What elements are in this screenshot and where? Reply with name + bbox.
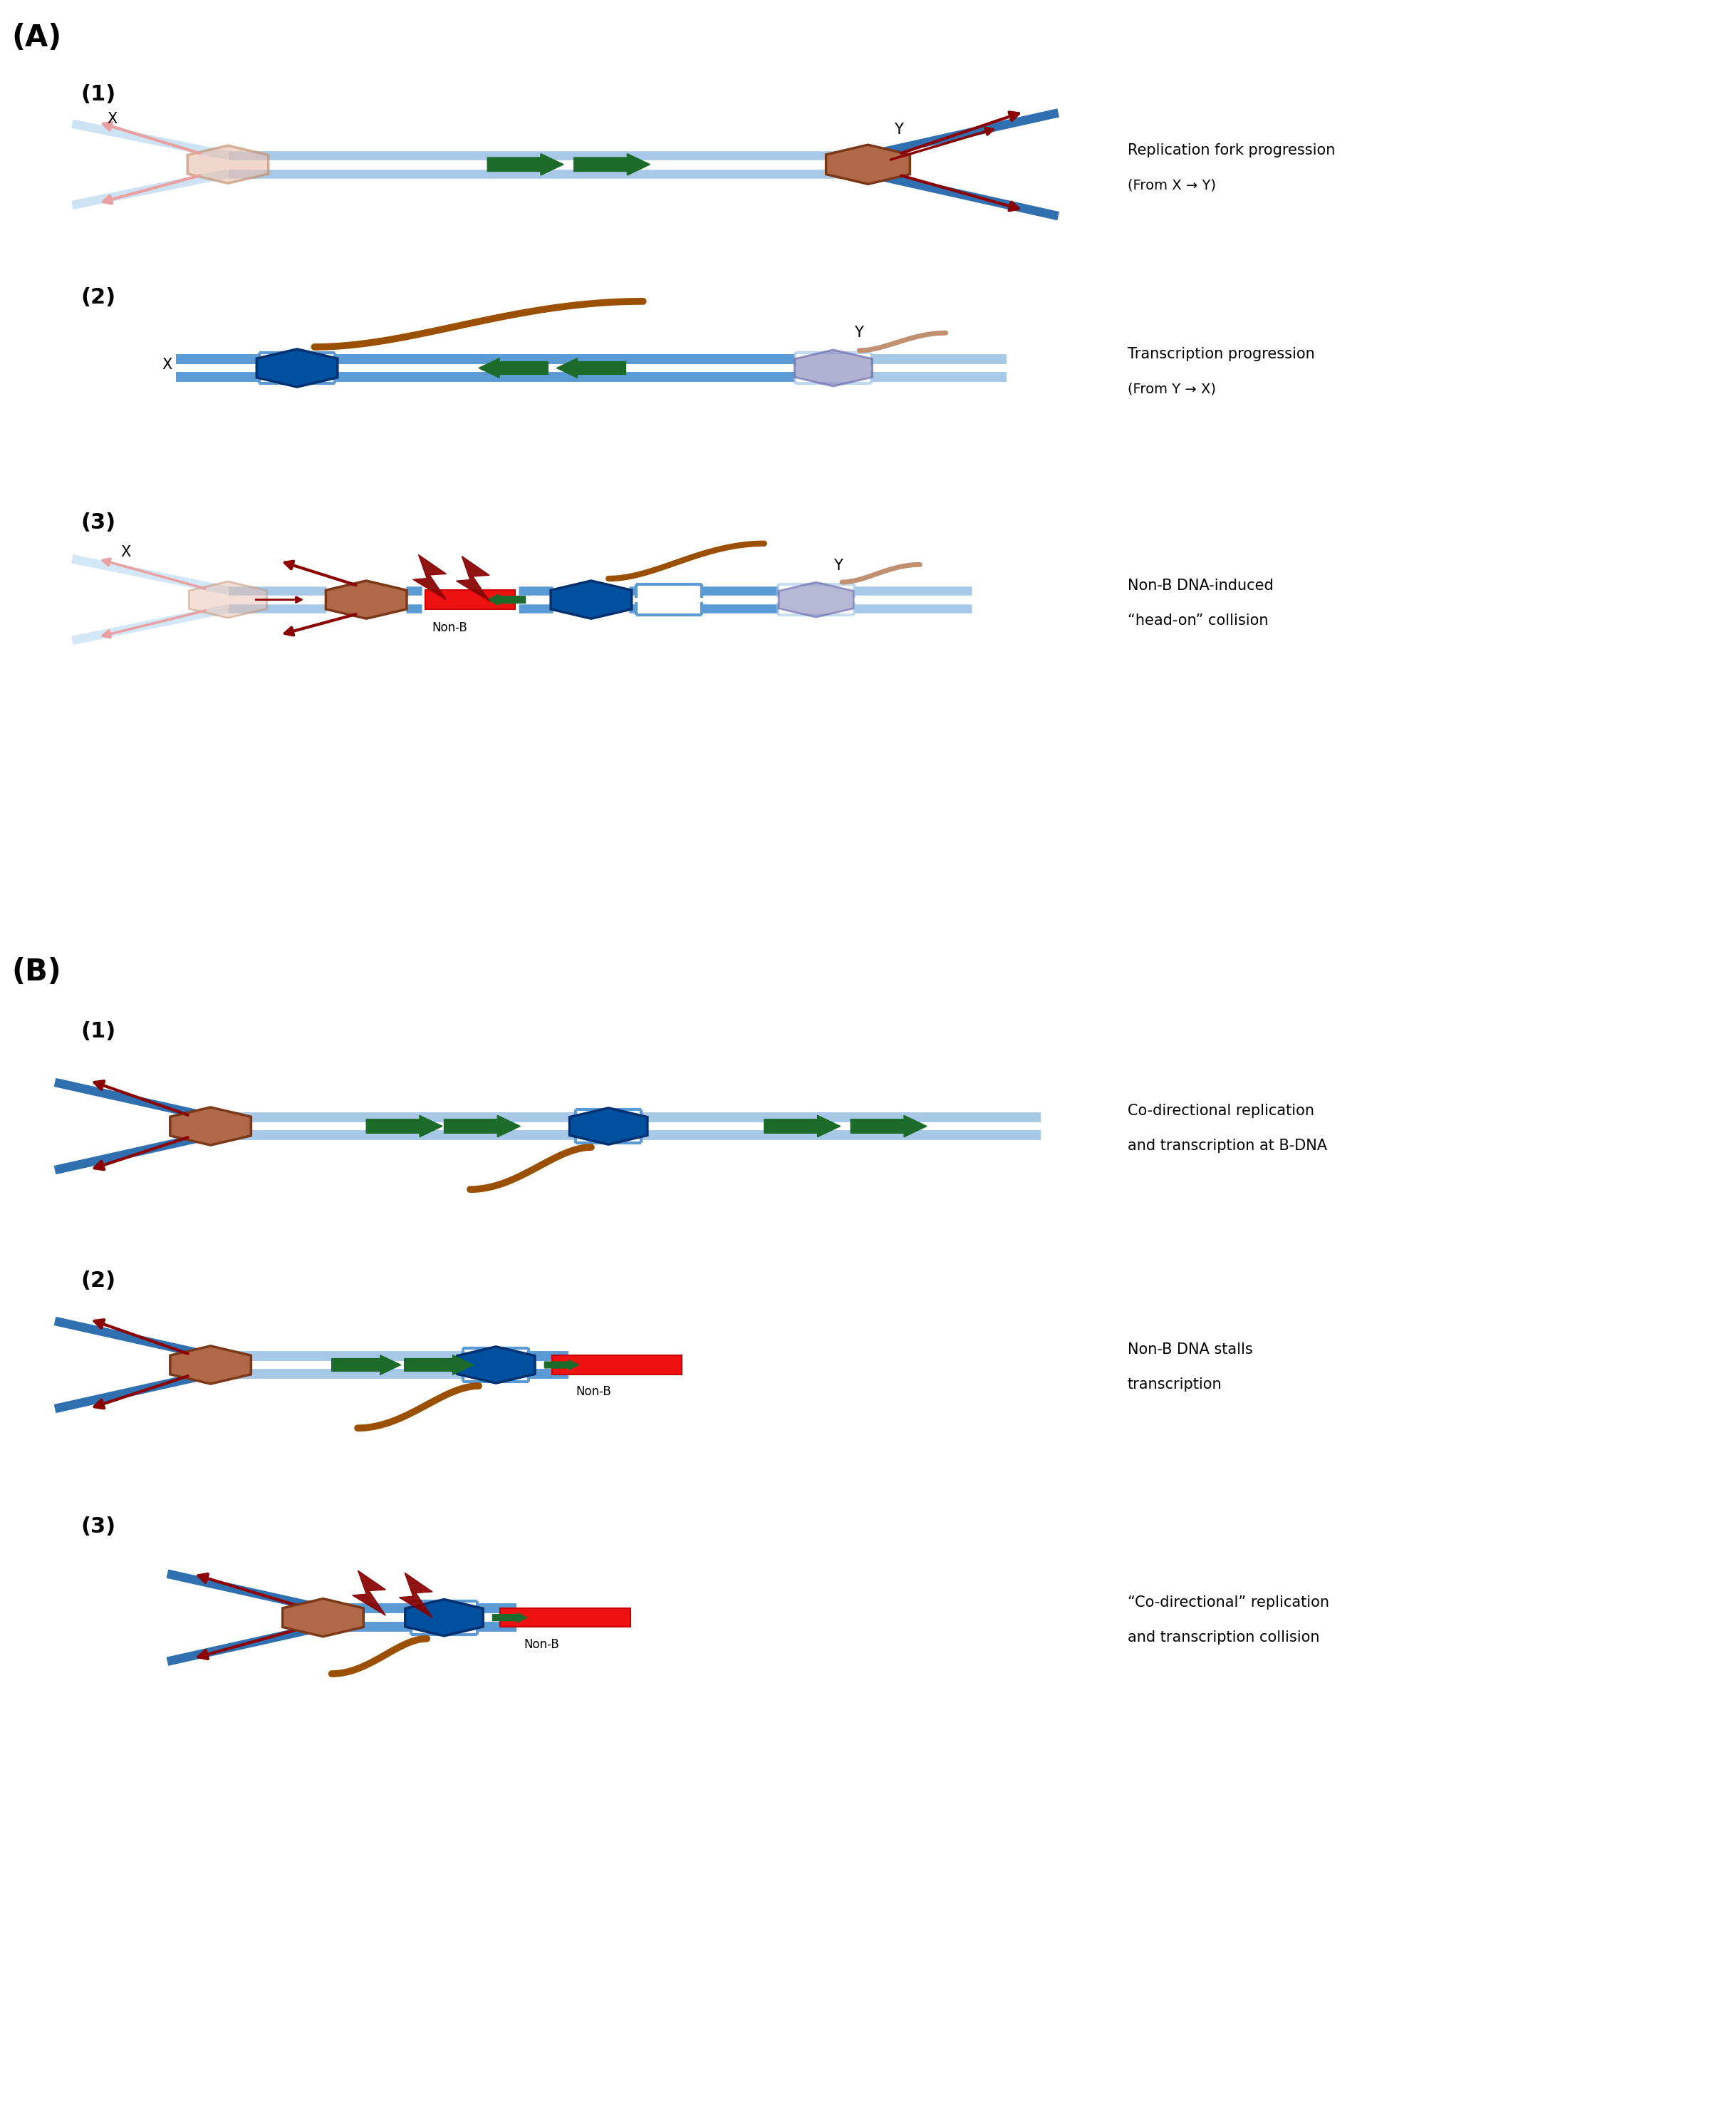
Text: “Co-directional” replication: “Co-directional” replication [1127, 1595, 1330, 1609]
Text: transcription: transcription [1127, 1377, 1222, 1392]
Polygon shape [366, 1115, 443, 1136]
Text: (2): (2) [82, 287, 116, 308]
Polygon shape [332, 1356, 401, 1375]
Polygon shape [352, 1571, 385, 1616]
Text: Non-B DNA stalls: Non-B DNA stalls [1127, 1343, 1253, 1356]
Polygon shape [413, 555, 446, 600]
Text: Transcription progression: Transcription progression [1127, 346, 1314, 361]
Polygon shape [283, 1599, 363, 1637]
Polygon shape [404, 1599, 483, 1637]
Text: (3): (3) [82, 511, 116, 532]
Polygon shape [826, 146, 910, 184]
Polygon shape [404, 1356, 474, 1375]
Polygon shape [575, 154, 649, 175]
Text: Y: Y [894, 122, 903, 137]
Text: and transcription collision: and transcription collision [1127, 1630, 1319, 1645]
Polygon shape [170, 1345, 252, 1383]
Text: Y: Y [854, 325, 863, 340]
Polygon shape [488, 154, 564, 175]
Text: Non-B: Non-B [524, 1639, 559, 1652]
Text: X: X [120, 545, 130, 560]
Text: (2): (2) [82, 1269, 116, 1290]
Polygon shape [457, 1347, 535, 1383]
Polygon shape [457, 555, 490, 602]
Text: (B): (B) [12, 957, 61, 986]
Text: (From X → Y): (From X → Y) [1127, 180, 1215, 192]
Text: Y: Y [833, 560, 842, 572]
Text: X: X [108, 112, 116, 127]
FancyBboxPatch shape [500, 1607, 630, 1626]
Polygon shape [479, 359, 549, 378]
Text: (From Y → X): (From Y → X) [1127, 382, 1215, 395]
Polygon shape [189, 581, 267, 619]
Text: and transcription at B-DNA: and transcription at B-DNA [1127, 1138, 1326, 1153]
Polygon shape [488, 593, 526, 606]
Polygon shape [170, 1107, 252, 1145]
Polygon shape [187, 146, 269, 184]
Text: Non-B: Non-B [576, 1385, 611, 1398]
Text: (1): (1) [82, 84, 116, 106]
Polygon shape [795, 351, 873, 386]
Polygon shape [764, 1115, 840, 1136]
Text: Replication fork progression: Replication fork progression [1127, 144, 1335, 158]
Polygon shape [851, 1115, 927, 1136]
Polygon shape [444, 1115, 521, 1136]
Text: Co-directional replication: Co-directional replication [1127, 1105, 1314, 1117]
Text: (3): (3) [82, 1516, 116, 1538]
Polygon shape [326, 581, 406, 619]
FancyBboxPatch shape [552, 1356, 682, 1375]
Polygon shape [557, 359, 625, 378]
Text: “head-on” collision: “head-on” collision [1127, 615, 1269, 627]
Polygon shape [779, 583, 854, 617]
Polygon shape [493, 1614, 528, 1622]
Polygon shape [399, 1573, 432, 1618]
Text: (A): (A) [12, 23, 62, 53]
Polygon shape [257, 348, 337, 386]
Text: Non-B: Non-B [432, 621, 467, 634]
Text: X: X [161, 357, 172, 372]
Polygon shape [545, 1360, 580, 1371]
Polygon shape [569, 1109, 648, 1145]
FancyBboxPatch shape [425, 589, 516, 610]
Text: (1): (1) [82, 1020, 116, 1041]
Polygon shape [550, 581, 632, 619]
Text: Non-B DNA-induced: Non-B DNA-induced [1127, 579, 1274, 593]
